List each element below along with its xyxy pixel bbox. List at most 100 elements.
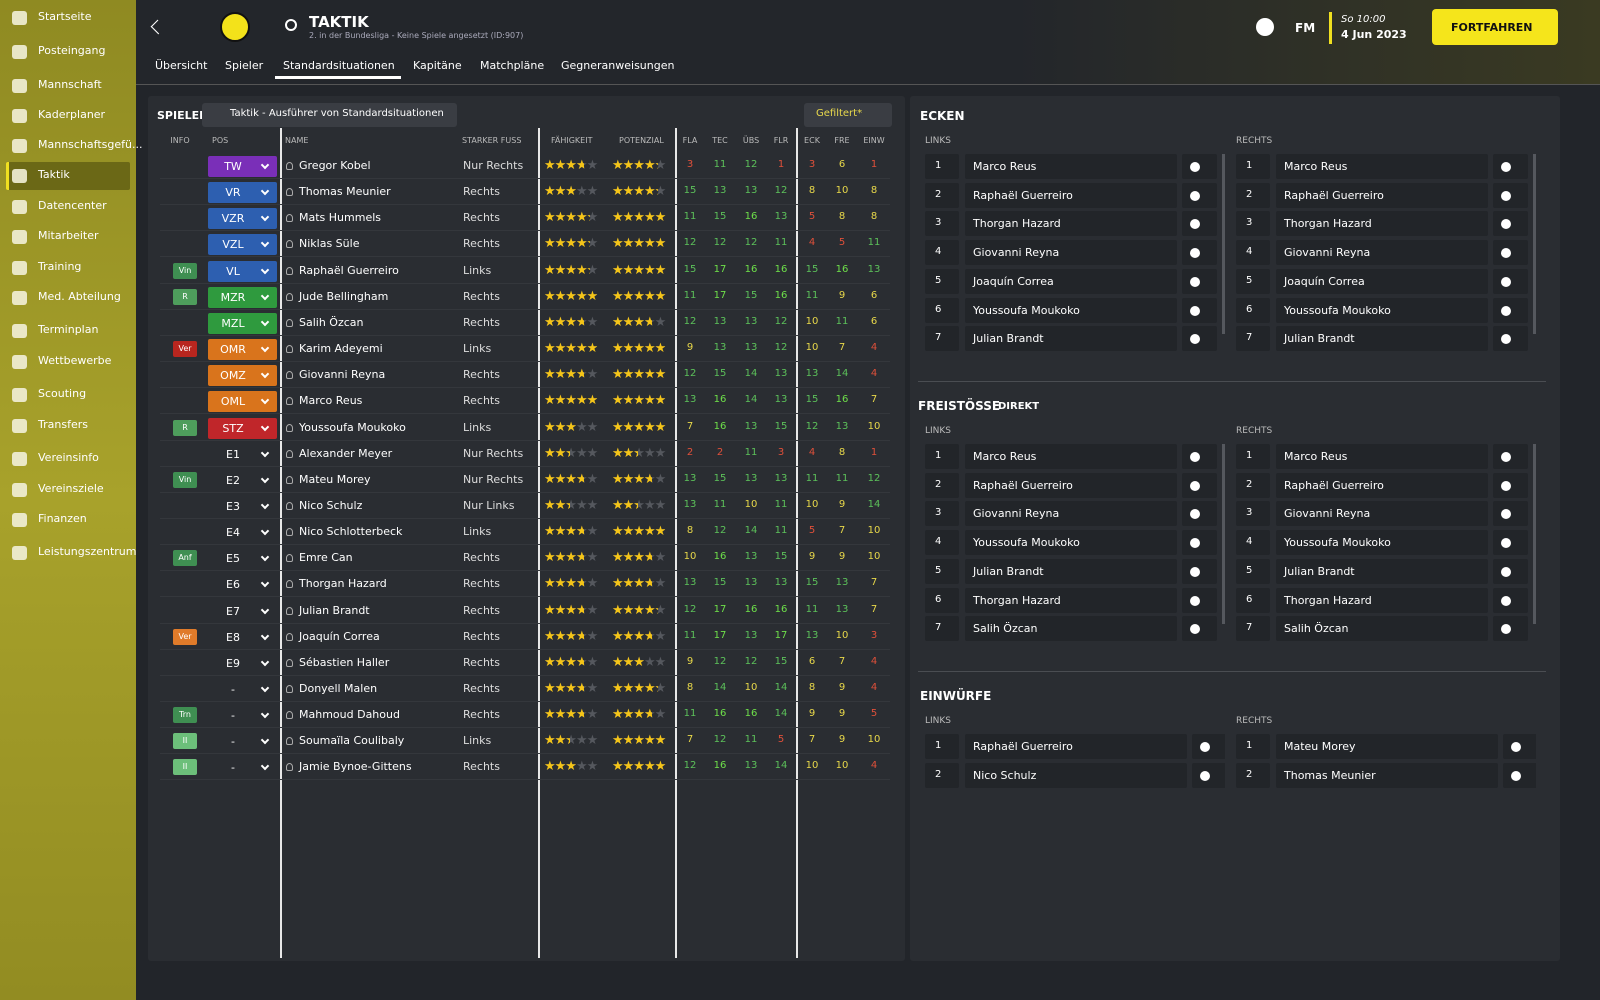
taker-name[interactable]: Julian Brandt xyxy=(1276,558,1488,584)
taker-name[interactable]: Raphaël Guerreiro xyxy=(965,182,1177,208)
player-name[interactable]: Thomas Meunier xyxy=(299,185,391,199)
taker-name[interactable]: Thorgan Hazard xyxy=(965,587,1177,613)
taker-name[interactable]: Raphaël Guerreiro xyxy=(1276,182,1488,208)
remove-button[interactable] xyxy=(1493,326,1528,352)
sidebar-item[interactable]: Kaderplaner xyxy=(38,108,106,121)
column-header[interactable]: TEC xyxy=(712,136,728,145)
taker-name[interactable]: Marco Reus xyxy=(965,154,1177,179)
player-name[interactable]: Marco Reus xyxy=(299,394,363,408)
position-badge[interactable]: OML xyxy=(208,391,277,413)
taker-name[interactable]: Joaquín Correa xyxy=(965,268,1177,294)
taker-name[interactable]: Julian Brandt xyxy=(1276,326,1488,352)
column-header[interactable]: INFO xyxy=(170,136,190,145)
taker-name[interactable]: Marco Reus xyxy=(965,444,1177,469)
player-name[interactable]: Niklas Süle xyxy=(299,237,360,251)
remove-button[interactable] xyxy=(1182,558,1217,584)
position-badge[interactable]: MZR xyxy=(208,286,277,308)
remove-button[interactable] xyxy=(1493,211,1528,237)
remove-button[interactable] xyxy=(1182,444,1217,469)
remove-button[interactable] xyxy=(1182,472,1217,498)
mode-dropdown[interactable]: DIREKT xyxy=(998,401,1040,412)
position-badge[interactable]: E1 xyxy=(208,444,277,465)
position-badge[interactable]: - xyxy=(208,757,277,778)
sidebar-item[interactable]: Posteingang xyxy=(38,44,106,57)
position-badge[interactable]: - xyxy=(208,731,277,752)
taker-name[interactable]: Mateu Morey xyxy=(1276,734,1498,759)
column-header[interactable]: NAME xyxy=(285,136,309,145)
remove-button[interactable] xyxy=(1182,587,1217,613)
taker-name[interactable]: Julian Brandt xyxy=(965,558,1177,584)
remove-button[interactable] xyxy=(1493,154,1528,179)
tab[interactable]: Gegneranweisungen xyxy=(561,59,675,72)
player-name[interactable]: Nico Schulz xyxy=(299,498,363,512)
taker-name[interactable]: Giovanni Reyna xyxy=(1276,501,1488,527)
taker-name[interactable]: Thorgan Hazard xyxy=(1276,211,1488,237)
taker-name[interactable]: Giovanni Reyna xyxy=(965,501,1177,527)
player-name[interactable]: Jamie Bynoe-Gittens xyxy=(299,760,412,774)
position-badge[interactable]: VZR xyxy=(208,208,277,230)
remove-button[interactable] xyxy=(1192,762,1225,788)
tab[interactable]: Matchpläne xyxy=(480,59,545,72)
help-icon[interactable] xyxy=(1256,18,1274,36)
remove-button[interactable] xyxy=(1182,211,1217,237)
column-header[interactable]: EINW xyxy=(863,136,885,145)
sidebar-item[interactable]: Datencenter xyxy=(38,199,107,212)
sidebar-item[interactable]: Med. Abteilung xyxy=(38,290,121,303)
player-name[interactable]: Giovanni Reyna xyxy=(299,368,386,382)
position-badge[interactable]: E8 xyxy=(208,627,277,648)
position-badge[interactable]: E6 xyxy=(208,574,277,595)
column-header[interactable]: FRE xyxy=(834,136,850,145)
column-header[interactable]: POS xyxy=(212,136,229,145)
taker-name[interactable]: Giovanni Reyna xyxy=(965,240,1177,266)
player-name[interactable]: Soumaïla Coulibaly xyxy=(299,734,405,748)
remove-button[interactable] xyxy=(1182,501,1217,527)
position-badge[interactable]: E2 xyxy=(208,470,277,491)
remove-button[interactable] xyxy=(1182,182,1217,208)
taker-name[interactable]: Youssoufa Moukoko xyxy=(1276,297,1488,323)
position-badge[interactable]: VR xyxy=(208,182,277,204)
player-name[interactable]: Mateu Morey xyxy=(299,472,371,486)
player-name[interactable]: Karim Adeyemi xyxy=(299,342,383,356)
sidebar-item[interactable]: Leistungszentrum xyxy=(38,545,137,558)
taker-name[interactable]: Salih Özcan xyxy=(1276,616,1488,642)
player-name[interactable]: Julian Brandt xyxy=(299,603,370,617)
sidebar-item[interactable]: Scouting xyxy=(38,387,87,400)
remove-button[interactable] xyxy=(1182,326,1217,352)
remove-button[interactable] xyxy=(1493,587,1528,613)
remove-button[interactable] xyxy=(1182,297,1217,323)
remove-button[interactable] xyxy=(1493,530,1528,556)
player-name[interactable]: Raphaël Guerreiro xyxy=(299,263,399,277)
remove-button[interactable] xyxy=(1493,558,1528,584)
column-header[interactable]: STARKER FUSS xyxy=(462,136,522,145)
remove-button[interactable] xyxy=(1503,734,1536,759)
filter-dropdown[interactable]: Gefiltert* xyxy=(804,103,892,127)
tab[interactable]: Spieler xyxy=(225,59,264,72)
column-header[interactable]: FLR xyxy=(773,136,789,145)
tab[interactable]: Übersicht xyxy=(155,59,208,72)
sidebar-item[interactable]: Training xyxy=(38,260,82,273)
sidebar-item[interactable]: Taktik xyxy=(38,168,70,181)
taker-name[interactable]: Julian Brandt xyxy=(965,326,1177,352)
remove-button[interactable] xyxy=(1182,268,1217,294)
search-icon[interactable] xyxy=(285,19,297,31)
player-name[interactable]: Thorgan Hazard xyxy=(299,577,387,591)
remove-button[interactable] xyxy=(1503,762,1536,788)
remove-button[interactable] xyxy=(1493,182,1528,208)
position-badge[interactable]: VL xyxy=(208,260,277,282)
remove-button[interactable] xyxy=(1493,616,1528,642)
position-badge[interactable]: - xyxy=(208,679,277,700)
player-name[interactable]: Joaquín Correa xyxy=(299,629,380,643)
position-badge[interactable]: - xyxy=(208,705,277,726)
sidebar-item[interactable]: Mannschaft xyxy=(38,78,102,91)
sidebar-item[interactable]: Startseite xyxy=(38,10,92,23)
sidebar-item[interactable]: Mannschaftsgefü... xyxy=(38,138,143,151)
sidebar-item[interactable]: Mitarbeiter xyxy=(38,229,99,242)
taker-name[interactable]: Youssoufa Moukoko xyxy=(1276,530,1488,556)
player-name[interactable]: Emre Can xyxy=(299,551,353,565)
position-badge[interactable]: E7 xyxy=(208,601,277,622)
remove-button[interactable] xyxy=(1493,268,1528,294)
player-name[interactable]: Alexander Meyer xyxy=(299,446,393,460)
column-header[interactable]: FÄHIGKEIT xyxy=(551,136,593,145)
column-header[interactable]: POTENZIAL xyxy=(619,136,664,145)
taker-name[interactable]: Salih Özcan xyxy=(965,616,1177,642)
